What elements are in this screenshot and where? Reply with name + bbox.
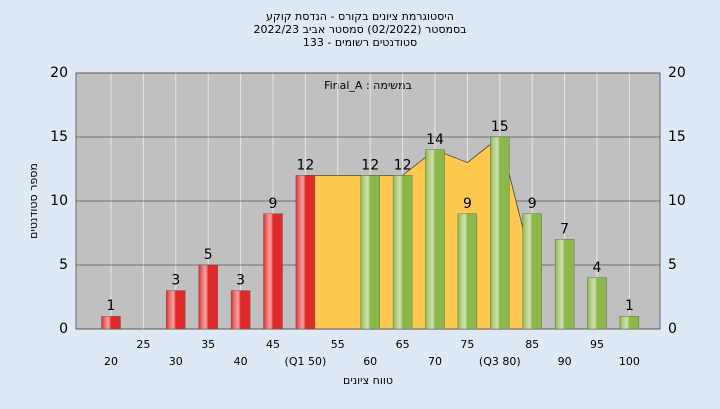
data-label: 9 [463,196,472,212]
bar [522,213,542,330]
data-label: 4 [593,260,602,276]
y-tick-label: 0 [59,321,68,337]
data-label: 9 [528,196,537,212]
x-tick-label: 90 [558,355,572,368]
data-label: 1 [625,298,634,314]
x-tick-label: (Q1 50) [285,355,327,368]
x-tick-label: 25 [136,338,150,351]
x-tick-label: 55 [331,338,345,351]
data-label: 15 [491,119,509,135]
y-tick-label: 20 [50,65,68,81]
title-line: בסמסטר (02/2022) סמסטר אביב 2022/23 [253,23,466,36]
x-tick-label: 95 [590,338,604,351]
x-tick-label: 70 [428,355,442,368]
bar [619,316,640,330]
x-tick-label: 85 [525,338,539,351]
y2-tick-label: 10 [668,193,686,209]
y2-tick-label: 15 [668,129,686,145]
x-tick-label: 65 [396,338,410,351]
y-axis-label: מספר סטודנטים [27,163,40,239]
bar [587,277,607,330]
x-tick-label: 35 [201,338,215,351]
bar [392,175,413,330]
x-tick-label: 100 [619,355,640,368]
x-axis-label: טווח ציונים [343,374,393,387]
x-tick-label: 45 [266,338,280,351]
data-label: 3 [236,273,245,289]
bar [101,316,121,330]
x-tick-label: 20 [104,355,118,368]
data-label: 12 [296,157,314,173]
y2-tick-label: 5 [668,257,677,273]
y2-tick-label: 20 [668,65,686,81]
x-tick-label: 30 [169,355,183,368]
bar [263,213,283,330]
bar [457,213,478,330]
bar [554,239,575,330]
data-label: 12 [361,157,379,173]
x-tick-label: (Q3 80) [479,355,521,368]
title-line: היסטוגרמת ציונים בקורס - הנדסת קוקע [266,10,454,23]
data-label: 5 [204,247,213,263]
title-line: סטודנטים רשומים - 133 [303,36,417,49]
bar [230,290,251,330]
bar [425,149,445,330]
y-tick-label: 15 [50,129,68,145]
x-tick-label: 40 [234,355,248,368]
bar [295,175,316,330]
data-label: 14 [426,132,444,148]
bar [198,264,218,330]
y-tick-label: 10 [50,193,68,209]
annotation: במשימה : Final_A [324,79,412,92]
x-tick-label: 60 [363,355,377,368]
data-label: 7 [560,221,569,237]
bar [490,136,510,330]
bar [360,175,380,330]
data-label: 12 [394,157,412,173]
data-label: 9 [269,196,278,212]
data-label: 3 [171,273,180,289]
x-tick-label: 75 [460,338,474,351]
data-label: 1 [107,298,116,314]
y-tick-label: 5 [59,257,68,273]
bar [166,290,186,330]
y2-tick-label: 0 [668,321,677,337]
